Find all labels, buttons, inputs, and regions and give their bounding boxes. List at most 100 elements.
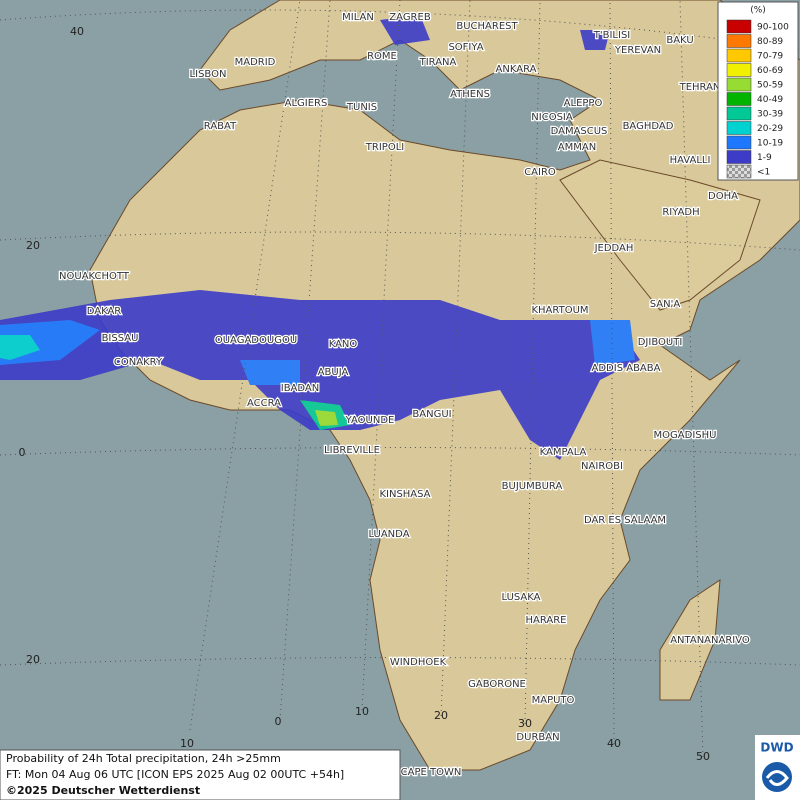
city-label: ANTANANARIVO [670, 635, 750, 646]
lat-label: 0 [19, 446, 26, 459]
legend-swatch [726, 48, 752, 63]
city-label: ANKARA [496, 64, 537, 75]
legend-swatch [726, 19, 752, 34]
city-label: KANO [329, 339, 358, 350]
city-label: SOFIYA [448, 42, 483, 53]
city-label: DOHA [708, 191, 738, 202]
lon-label: 20 [434, 709, 448, 722]
caption-line: FT: Mon 04 Aug 06 UTC [ICON EPS 2025 Aug… [6, 768, 344, 781]
city-label: ACCRA [247, 398, 281, 409]
lon-label: 40 [607, 737, 621, 750]
logo-text: DWD [760, 741, 793, 755]
city-label: BUJUMBURA [502, 481, 563, 492]
lon-label: 10 [180, 737, 194, 750]
legend-swatch [726, 34, 752, 48]
city-label: DAMASCUS [551, 126, 608, 137]
legend-label: 30-39 [757, 110, 783, 120]
city-label: MAPUTO [532, 695, 575, 706]
city-label: KHARTOUM [531, 305, 588, 316]
city-label: BAKU [666, 35, 693, 46]
lat-label: 40 [70, 25, 84, 38]
city-label: SAN'A [650, 299, 681, 310]
legend-label: 80-89 [757, 37, 783, 47]
legend: (%) 90-100 80-89 70-79 60-69 50-59 40-49 30-39 2… [717, 1, 799, 181]
city-label: TEHRAN [679, 82, 721, 93]
city-label: BAGHDAD [623, 121, 674, 132]
city-label: MOGADISHU [654, 430, 717, 441]
graticule [0, 0, 800, 758]
city-label: DURBAN [516, 732, 559, 743]
city-label: ZAGREB [389, 12, 431, 23]
city-label: T'BILISI [593, 30, 630, 41]
city-label: ATHENS [450, 89, 490, 100]
legend-swatch [726, 164, 752, 179]
city-label: MILAN [342, 12, 374, 23]
city-label: ADDIS ABABA [592, 363, 661, 374]
city-label: DAKAR [87, 306, 122, 317]
city-label: RIYADH [662, 207, 699, 218]
city-label: YAOUNDE [345, 415, 395, 426]
legend-swatch [726, 77, 752, 92]
city-label: NOUAKCHOTT [59, 271, 130, 282]
lon-label: 50 [696, 750, 710, 763]
labels: MILAN ZAGREB BUCHAREST T'BILISI BAKU MADRID SO… [19, 11, 752, 780]
city-label: CAPE TOWN [401, 767, 462, 778]
city-label: TUNIS [346, 102, 377, 113]
city-label: BISSAU [102, 333, 139, 344]
legend-label: 60-69 [757, 66, 783, 76]
city-label: OUAGADOUGOU [215, 335, 297, 346]
city-label: AMMAN [558, 142, 596, 153]
legend-title: (%) [750, 6, 766, 16]
city-label: HARARE [525, 615, 566, 626]
city-label: ABUJA [318, 367, 349, 378]
caption-line: ©2025 Deutscher Wetterdienst [6, 784, 200, 797]
city-label: YEREVAN [614, 45, 661, 56]
legend-label: <1 [757, 168, 770, 178]
legend-swatch [726, 106, 752, 121]
legend-swatch [726, 150, 752, 164]
city-label: GABORONE [468, 679, 526, 690]
caption: Probability of 24h Total precipitation, … [0, 749, 401, 800]
city-label: CAIRO [524, 167, 556, 178]
legend-label: 70-79 [757, 52, 783, 62]
city-label: ALEPPO [564, 98, 603, 109]
city-label: LUSAKA [502, 592, 541, 603]
city-label: JEDDAH [594, 243, 634, 254]
city-label: LIBREVILLE [324, 445, 380, 456]
city-label: KAMPALA [540, 447, 587, 458]
legend-label: 20-29 [757, 124, 783, 134]
city-label: BUCHAREST [456, 21, 518, 32]
city-label: LUANDA [368, 529, 409, 540]
city-label: TIRANA [419, 57, 457, 68]
city-label: LISBON [190, 69, 227, 80]
legend-label: 10-19 [757, 139, 783, 149]
legend-label: 50-59 [757, 81, 783, 91]
city-label: BANGUI [412, 409, 451, 420]
city-label: DJIBOUTI [638, 337, 683, 348]
caption-line: Probability of 24h Total precipitation, … [6, 752, 281, 765]
legend-swatch [726, 63, 752, 77]
lon-label: 30 [518, 717, 532, 730]
city-label: NAIROBI [581, 461, 623, 472]
logo: DWD [755, 735, 800, 800]
legend-swatch [726, 135, 752, 150]
city-label: ALGIERS [285, 98, 328, 109]
lat-label: 20 [26, 239, 40, 252]
city-label: ROME [367, 51, 397, 62]
city-label: MADRID [235, 57, 276, 68]
precipitation [0, 15, 640, 460]
legend-label: 90-100 [757, 23, 789, 33]
city-label: TRIPOLI [365, 142, 404, 153]
legend-label: 1-9 [757, 153, 772, 163]
lat-label: 20 [26, 653, 40, 666]
city-label: NICOSIA [531, 112, 573, 123]
legend-swatch [726, 92, 752, 106]
city-label: WINDHOEK [390, 657, 447, 668]
lon-label: 0 [275, 715, 282, 728]
city-label: HAVALLI [670, 155, 711, 166]
city-label: CONAKRY [114, 357, 163, 368]
city-label: DAR ES SALAAM [584, 515, 666, 526]
legend-label: 40-49 [757, 95, 783, 105]
city-label: RABAT [204, 121, 237, 132]
lon-label: 10 [355, 705, 369, 718]
